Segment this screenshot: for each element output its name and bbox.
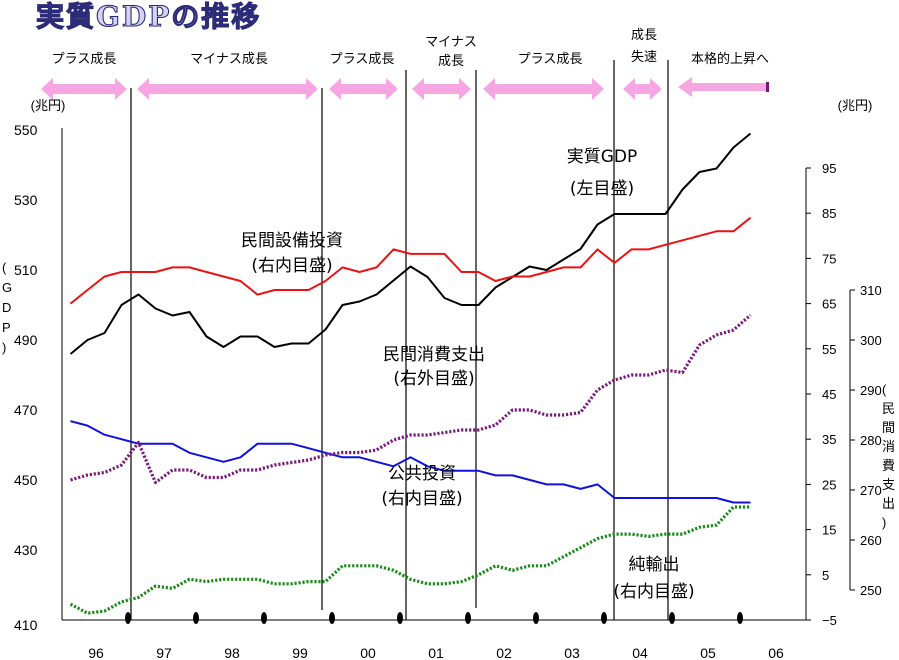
right-inner-tick-label: 65	[822, 297, 836, 312]
right-outer-axis-label: (民間消費支出)	[882, 382, 895, 530]
x-axis-marker	[125, 612, 131, 624]
right-axis-unit: (兆円)	[838, 98, 873, 113]
right-outer-tick-label: 270	[860, 483, 882, 498]
x-tick-label: 05	[700, 645, 716, 660]
x-axis-marker	[397, 612, 403, 624]
annotation-netexports-name: 純輸出	[629, 555, 680, 575]
series-group	[69, 132, 752, 615]
phase-arrows	[41, 77, 769, 100]
annotation-netexports-scale: (右内目盛)	[613, 582, 694, 602]
right-inner-tick-label: −5	[822, 613, 837, 628]
x-tick-label: 03	[564, 645, 580, 660]
series-gdp	[69, 132, 752, 355]
annotation-public-name: 公共投資	[388, 464, 456, 484]
left-axis-unit: (兆円)	[31, 98, 66, 113]
x-tick-label: 04	[632, 645, 648, 660]
phase-label-2: マイナス成長	[190, 52, 268, 67]
left-tick-label: 430	[14, 542, 38, 558]
phase-boundaries	[130, 60, 669, 620]
left-tick-label: 490	[14, 332, 38, 348]
right-inner-tick-label: 45	[822, 387, 836, 402]
right-outer-tick-label: 310	[860, 283, 882, 298]
right-outer-tick-label: 300	[860, 333, 882, 348]
x-tick-label: 06	[768, 645, 784, 660]
left-tick-label: 510	[14, 262, 38, 278]
annotation-gdp-scale: (左目盛)	[570, 179, 634, 199]
right-inner-tick-label: 35	[822, 432, 836, 447]
right-inner-tick-label: 15	[822, 523, 836, 538]
x-tick-label: 98	[224, 645, 240, 660]
right-inner-tick-label: 75	[822, 251, 836, 266]
x-tick-label: 99	[292, 645, 308, 660]
left-axis-label: (G D P)	[2, 260, 12, 355]
series-netexports	[69, 505, 751, 615]
right-inner-tick-label: 5	[822, 568, 829, 583]
phase-label-6: 成長失速	[631, 28, 657, 65]
left-tick-label: 410	[14, 617, 38, 633]
annotation-consumption-scale: (右外目盛)	[393, 369, 474, 389]
left-tick-label: 550	[14, 122, 38, 138]
axis-ticks: 410 430 450 470 490 510 530 550 −5 5 15 25 35 45 55 65 7…	[14, 122, 882, 660]
phase-arrow-7-tail	[766, 82, 769, 92]
phase-arrow-4	[412, 78, 471, 100]
phase-label-1: プラス成長	[52, 52, 117, 67]
phase-label-7: 本格的上昇へ	[691, 51, 769, 67]
phase-arrow-2	[137, 78, 318, 100]
x-tick-label: 01	[428, 645, 444, 660]
right-outer-tick-label: 290	[860, 383, 882, 398]
annotation-consumption-name: 民間消費支出	[383, 345, 485, 365]
x-axis-marker	[329, 612, 335, 624]
phase-label-4: マイナス成長	[425, 35, 477, 69]
chart-title: 実質GDPの推移	[36, 0, 261, 33]
phase-label-3: プラス成長	[330, 52, 395, 67]
x-markers	[125, 612, 743, 624]
x-axis-marker	[193, 612, 199, 624]
phase-arrow-3	[329, 78, 398, 100]
x-axis-marker	[737, 612, 743, 624]
left-tick-label: 450	[14, 472, 38, 488]
right-outer-tick-label: 250	[860, 583, 882, 598]
left-tick-label: 470	[14, 402, 38, 418]
right-outer-tick-label: 280	[860, 433, 882, 448]
x-axis-marker	[669, 612, 675, 624]
right-inner-tick-label: 85	[822, 206, 836, 221]
series-consumption	[70, 313, 752, 485]
right-outer-tick-label: 260	[860, 533, 882, 548]
x-tick-label: 97	[156, 645, 172, 660]
phase-arrow-7	[678, 77, 768, 97]
x-axis-marker	[465, 612, 471, 624]
left-tick-label: 530	[14, 192, 38, 208]
right-inner-tick-label: 55	[822, 342, 836, 357]
annotation-public-scale: (右内目盛)	[381, 489, 462, 509]
right-inner-tick-label: 25	[822, 477, 836, 492]
annotation-capex-name: 民間設備投資	[241, 231, 343, 251]
annotation-gdp-name: 実質GDP	[567, 147, 638, 167]
x-axis-marker	[261, 612, 267, 624]
annotation-capex-scale: (右内目盛)	[251, 256, 332, 276]
x-axis-marker	[601, 612, 607, 624]
series-public	[70, 420, 751, 504]
phase-label-5: プラス成長	[518, 52, 583, 67]
phase-arrow-6	[623, 78, 662, 100]
x-tick-label: 00	[360, 645, 376, 660]
series-capex	[69, 216, 752, 305]
right-inner-tick-label: 95	[822, 161, 836, 176]
x-tick-label: 96	[88, 645, 104, 660]
phase-arrow-5	[483, 78, 604, 100]
phase-arrow-1	[41, 78, 127, 100]
x-axis-marker	[533, 612, 539, 624]
x-tick-label: 02	[496, 645, 512, 660]
